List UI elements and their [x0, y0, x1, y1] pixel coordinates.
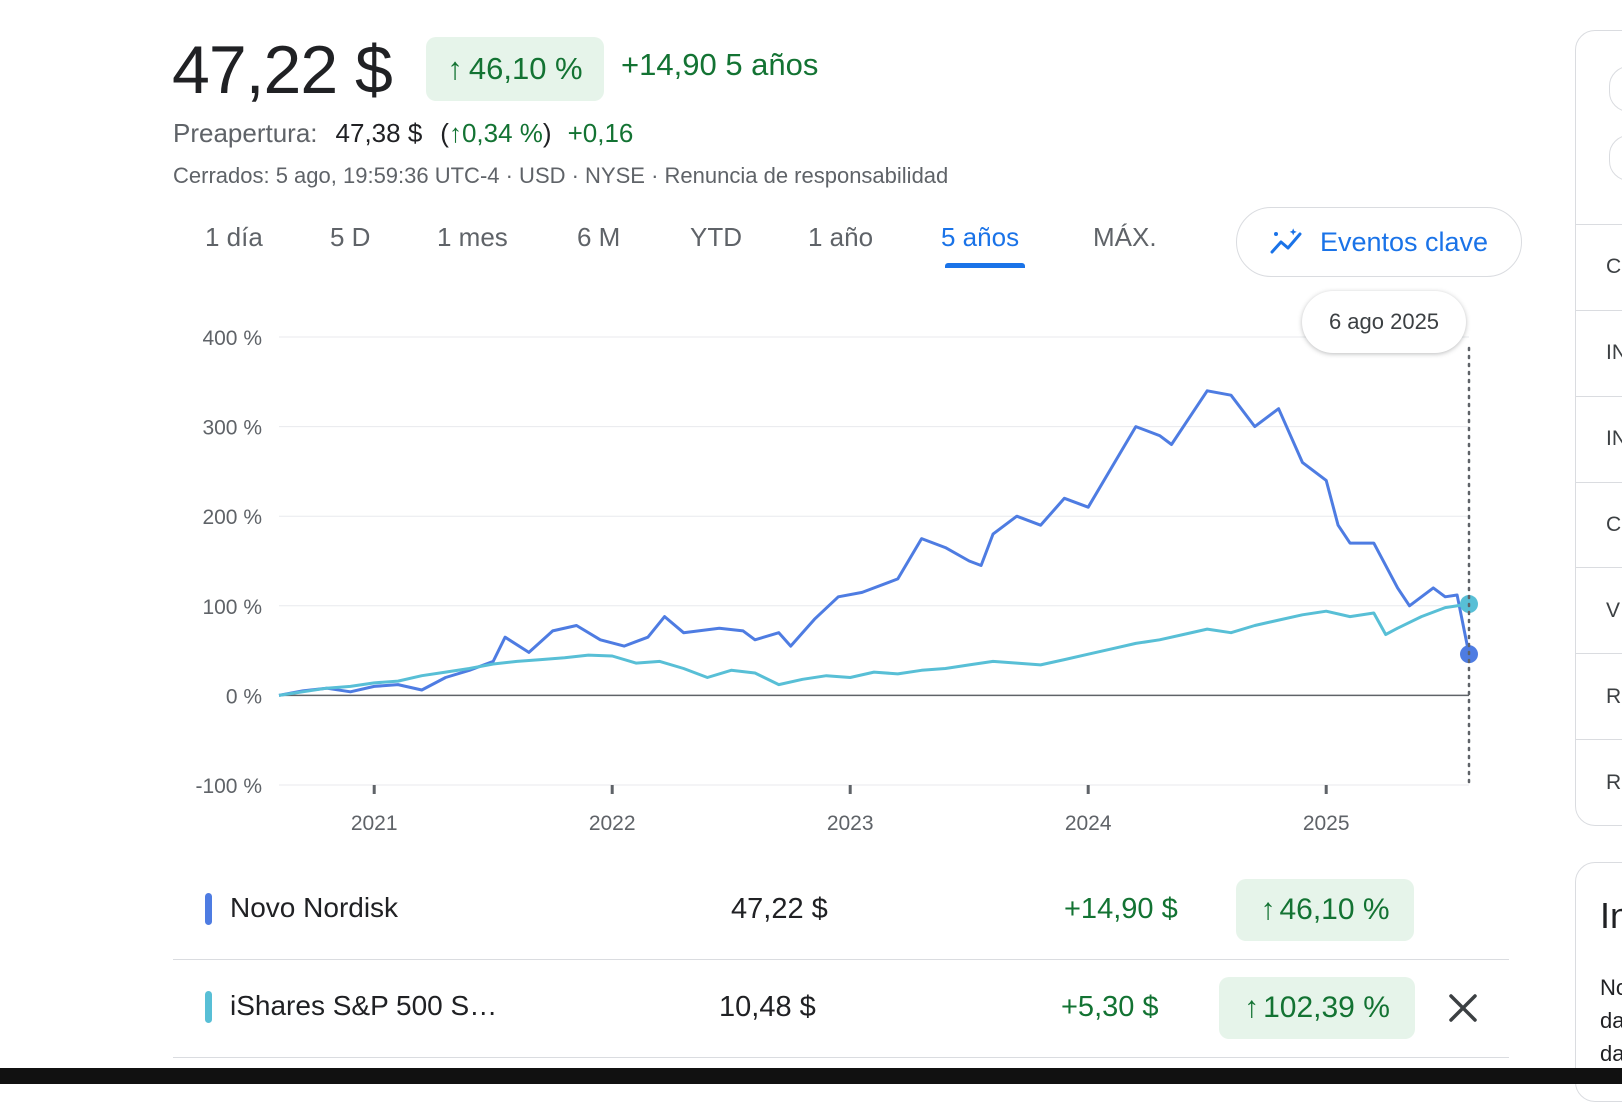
y-tick-label: 200 % [202, 506, 262, 529]
x-tick-label: 2023 [827, 812, 874, 835]
tab-6-months[interactable]: 6 M [577, 222, 621, 252]
remove-comparison-close-icon[interactable] [1443, 988, 1483, 1028]
row-divider [173, 959, 1509, 960]
compare-change-badge: ↑ 102,39 % [1219, 977, 1415, 1039]
tab-1-month[interactable]: 1 mes [437, 222, 508, 252]
y-tick-label: 0 % [226, 685, 262, 708]
compare-change-percent: 102,39 % [1263, 991, 1390, 1024]
tab-1-year[interactable]: 1 año [808, 222, 874, 252]
y-tick-label: 100 % [202, 596, 262, 619]
up-arrow-icon: ↑ [1244, 991, 1260, 1024]
current-price: 47,22 $ [172, 32, 393, 108]
side-panel-row-label: R [1606, 771, 1622, 794]
compare-name[interactable]: iShares S&P 500 S… [230, 990, 498, 1021]
tab-5-days[interactable]: 5 D [330, 222, 371, 252]
side-panel-card-text: da [1600, 1008, 1622, 1033]
x-tick-label: 2024 [1065, 812, 1112, 835]
series-color-swatch [205, 893, 212, 925]
premarket-percent: (↑0,34 %) [440, 118, 551, 149]
key-events-label: Eventos clave [1319, 226, 1489, 257]
compare-price: 47,22 $ [731, 893, 828, 925]
chart-series [278, 389, 1478, 697]
side-panel [1575, 30, 1622, 826]
side-panel-card-title: In [1600, 895, 1622, 936]
series-line-novo-nordisk [278, 389, 1471, 697]
premarket-percent-close: ) [542, 118, 552, 148]
y-axis: 400 % 300 % 200 % 100 % 0 % -100 % [195, 327, 262, 798]
side-panel-divider [1575, 310, 1622, 311]
compare-price: 10,48 $ [719, 991, 816, 1023]
compare-change-percent: 46,10 % [1279, 893, 1390, 926]
date-tooltip: 6 ago 2025 [1302, 291, 1466, 353]
up-arrow-icon: ↑ [448, 118, 462, 148]
compare-change-abs: +5,30 $ [1061, 991, 1159, 1023]
tab-5-years[interactable]: 5 años [941, 222, 1020, 252]
series-color-swatch [205, 991, 212, 1023]
up-arrow-icon: ↑ [1260, 893, 1276, 926]
side-panel-card-text: da [1600, 1041, 1622, 1066]
change-period: 5 años [725, 47, 819, 82]
key-events-button[interactable]: Eventos clave [1236, 207, 1522, 277]
market-meta: Cerrados: 5 ago, 19:59:36 UTC-4 · USD · … [173, 163, 949, 188]
side-panel-card-text: No [1600, 975, 1622, 1000]
series-line-ishares-sp500 [278, 602, 1470, 697]
y-tick-label: -100 % [195, 775, 262, 798]
side-panel-row-label: R [1606, 685, 1622, 708]
compare-change-badge: ↑ 46,10 % [1236, 879, 1414, 941]
change-percent: 46,10 % [468, 51, 583, 86]
change-percent-badge: ↑ 46,10 % [426, 37, 604, 101]
side-panel-row-label: C [1606, 255, 1622, 278]
tab-1-day[interactable]: 1 día [205, 222, 263, 252]
side-panel-row-label: V [1606, 599, 1621, 622]
x-tick-label: 2025 [1303, 812, 1350, 835]
y-tick-label: 300 % [202, 417, 262, 440]
side-panel-row-label: IN [1606, 427, 1622, 450]
premarket-price: 47,38 $ [335, 118, 423, 148]
side-panel-divider [1575, 567, 1622, 568]
bottom-edge-bar [0, 1068, 1622, 1084]
premarket-label: Preapertura: [173, 118, 318, 148]
chart-grid [279, 336, 1469, 786]
change-absolute: +14,90 [621, 47, 717, 82]
row-divider [173, 1057, 1509, 1058]
premarket-percent-value: 0,34 % [461, 118, 543, 148]
premarket-change: +0,16 [567, 118, 634, 148]
side-panel-divider [1575, 482, 1622, 483]
x-tick-label: 2022 [589, 812, 636, 835]
change-summary: +14,90 5 años [621, 47, 818, 83]
side-panel-divider [1575, 653, 1622, 654]
price-chart[interactable]: 400 %300 %200 %100 %0 %-100 % 2021 2022 20… [0, 0, 1622, 850]
premarket-percent-open: ( [440, 118, 449, 148]
y-tick-label: 400 % [202, 327, 262, 350]
side-panel-row-label: IN [1606, 341, 1622, 364]
side-panel-divider [1575, 396, 1622, 397]
tab-max[interactable]: MÁX. [1093, 222, 1157, 252]
x-axis: 2021 2022 2023 2024 2025 [351, 785, 1350, 835]
side-panel-row-label: C [1606, 513, 1622, 536]
active-tab-indicator [945, 263, 1025, 268]
compare-change-abs: +14,90 $ [1064, 893, 1178, 925]
sparkle-chart-icon [1270, 228, 1302, 254]
up-arrow-icon: ↑ [447, 51, 463, 86]
premarket-row: Preapertura: 47,38 $ (↑0,34 %) +0,16 [173, 118, 633, 149]
side-panel-divider [1575, 224, 1622, 225]
side-panel-divider [1575, 739, 1622, 740]
compare-name[interactable]: Novo Nordisk [230, 892, 399, 923]
x-tick-label: 2021 [351, 812, 398, 835]
tab-ytd[interactable]: YTD [690, 222, 742, 252]
